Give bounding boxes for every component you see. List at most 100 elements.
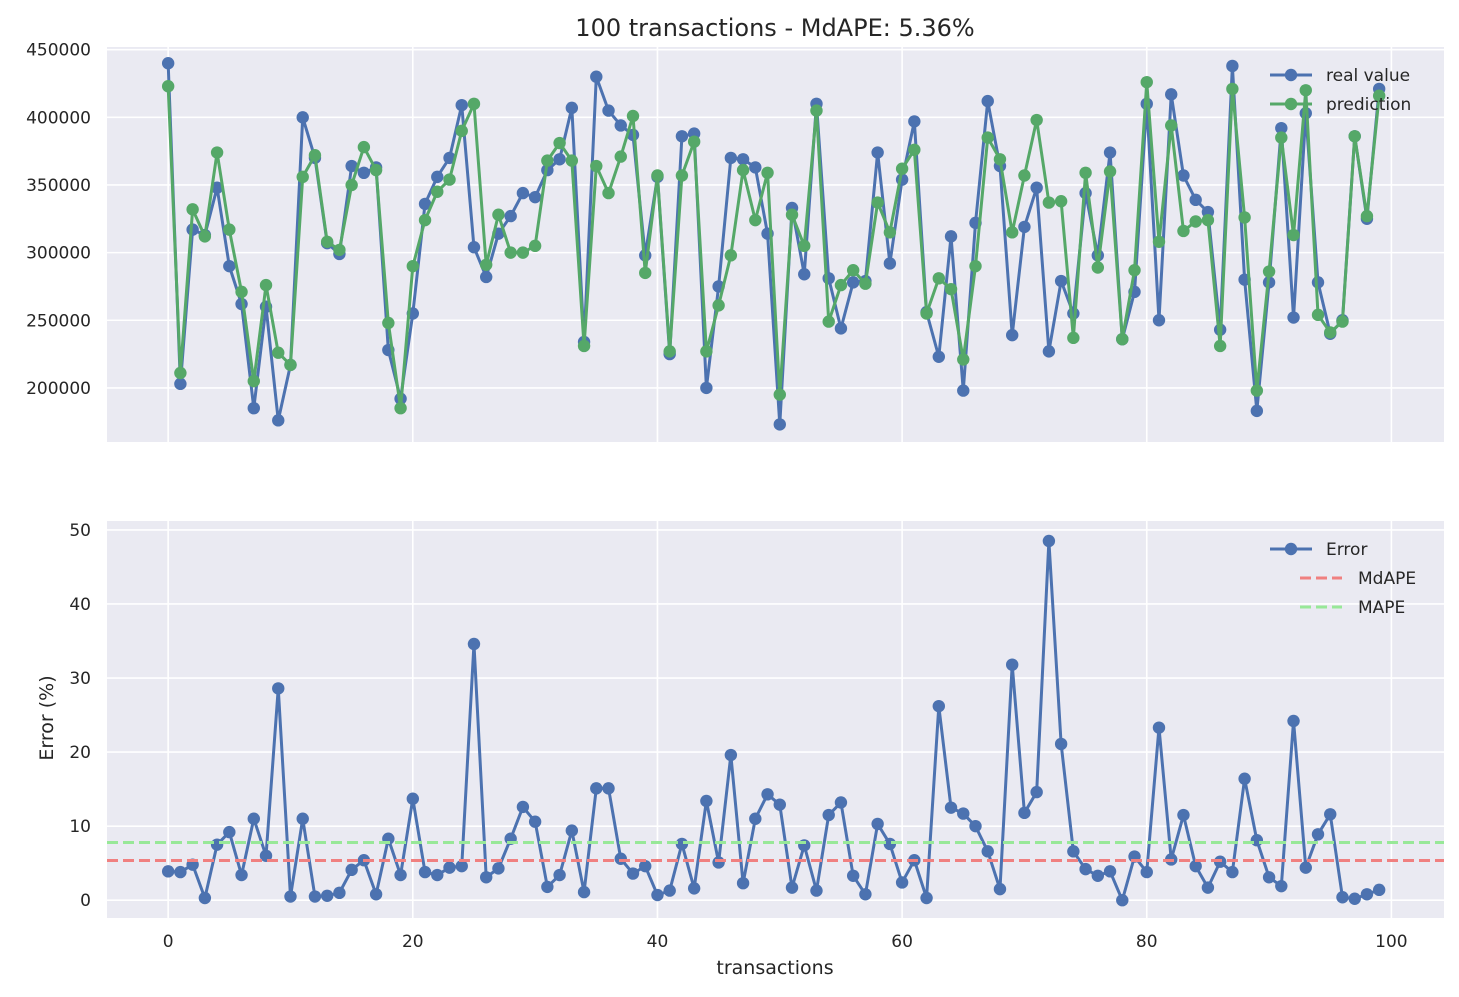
prediction-point bbox=[161, 80, 175, 93]
prediction-point bbox=[541, 154, 554, 167]
error-point bbox=[492, 862, 505, 875]
prediction-point bbox=[382, 316, 395, 330]
error-point bbox=[810, 884, 823, 897]
error-point bbox=[822, 808, 835, 822]
error-point bbox=[1275, 879, 1288, 893]
prediction-point bbox=[846, 264, 860, 277]
error-point bbox=[394, 868, 407, 882]
legend-label-mdape: MdAPE bbox=[1358, 569, 1416, 589]
real-value-point bbox=[443, 151, 456, 165]
top-y-tick-label: 200000 bbox=[26, 379, 91, 399]
prediction-point bbox=[590, 159, 603, 173]
prediction-point bbox=[565, 154, 579, 167]
prediction-point bbox=[663, 345, 676, 358]
prediction-point bbox=[308, 149, 322, 162]
prediction-point bbox=[443, 173, 456, 186]
error-point bbox=[773, 798, 786, 811]
real-value-point bbox=[834, 322, 848, 335]
error-point bbox=[602, 782, 615, 795]
error-point bbox=[174, 865, 187, 879]
top-y-tick-label: 250000 bbox=[26, 311, 91, 331]
error-point bbox=[651, 888, 664, 902]
error-point bbox=[1360, 888, 1374, 901]
real-value-point bbox=[1189, 193, 1202, 207]
prediction-point bbox=[871, 196, 884, 209]
prediction-point bbox=[1103, 165, 1117, 178]
prediction-point bbox=[467, 97, 481, 111]
error-point bbox=[1177, 808, 1190, 822]
real-value-point bbox=[357, 166, 371, 180]
prediction-point bbox=[369, 163, 383, 177]
prediction-point bbox=[859, 277, 872, 290]
real-value-point bbox=[944, 230, 958, 243]
prediction-point bbox=[1018, 169, 1031, 182]
error-point bbox=[1250, 834, 1264, 847]
real-value-point bbox=[1165, 88, 1178, 101]
prediction-point bbox=[418, 213, 432, 227]
error-point bbox=[1152, 721, 1166, 734]
error-point bbox=[834, 796, 848, 809]
error-point bbox=[333, 886, 346, 900]
error-point bbox=[1018, 806, 1031, 820]
error-point bbox=[308, 890, 322, 903]
chart-title: 100 transactions - MdAPE: 5.36% bbox=[575, 14, 974, 42]
error-point bbox=[895, 876, 909, 889]
real-value-point bbox=[1030, 181, 1043, 194]
prediction-point bbox=[1311, 308, 1325, 322]
error-point bbox=[320, 889, 334, 902]
prediction-point bbox=[908, 143, 921, 157]
error-point bbox=[883, 837, 897, 851]
legend-label-real-value: real value bbox=[1326, 66, 1410, 86]
prediction-point bbox=[1165, 119, 1178, 132]
error-point bbox=[431, 868, 444, 882]
error-point bbox=[1091, 869, 1105, 882]
prediction-point bbox=[981, 131, 994, 144]
error-point bbox=[210, 838, 224, 851]
prediction-point bbox=[957, 353, 970, 366]
real-value-point bbox=[957, 384, 970, 397]
prediction-point bbox=[1030, 113, 1043, 127]
prediction-point bbox=[235, 285, 248, 299]
error-point bbox=[480, 871, 493, 884]
real-value-point bbox=[736, 153, 750, 166]
error-point bbox=[944, 801, 958, 814]
prediction-point bbox=[1067, 331, 1080, 345]
legend-label-error: Error bbox=[1326, 540, 1367, 560]
prediction-point bbox=[895, 162, 909, 175]
error-point bbox=[700, 794, 713, 808]
y-axis-title-bottom: Error (%) bbox=[36, 675, 58, 760]
prediction-point bbox=[1372, 89, 1386, 102]
x-tick-label: 20 bbox=[402, 932, 424, 952]
real-value-point bbox=[174, 377, 187, 391]
x-tick-label: 80 bbox=[1136, 932, 1158, 952]
prediction-point bbox=[333, 243, 346, 257]
real-value-point bbox=[773, 418, 786, 431]
error-point bbox=[761, 788, 774, 801]
prediction-point bbox=[1275, 131, 1288, 144]
bottom-y-tick-label: 10 bbox=[69, 817, 91, 837]
bottom-y-tick-label: 0 bbox=[80, 891, 91, 911]
legend-marker-error bbox=[1284, 542, 1298, 556]
error-point bbox=[859, 888, 872, 901]
legend-label-mape: MAPE bbox=[1358, 598, 1405, 618]
error-point bbox=[443, 861, 456, 874]
top-y-tick-label: 400000 bbox=[26, 108, 91, 128]
error-point bbox=[663, 884, 676, 897]
prediction-point bbox=[1348, 130, 1361, 143]
error-line bbox=[168, 539, 1380, 902]
prediction-point bbox=[528, 239, 542, 253]
error-point bbox=[345, 863, 358, 877]
error-point bbox=[1324, 808, 1337, 821]
error-point bbox=[418, 865, 432, 879]
error-point bbox=[223, 825, 236, 839]
error-point bbox=[981, 845, 994, 858]
error-point bbox=[1238, 772, 1251, 785]
error-point bbox=[969, 819, 982, 833]
real-value-point bbox=[504, 209, 517, 223]
real-value-point bbox=[883, 257, 897, 270]
error-point bbox=[553, 868, 566, 882]
prediction-point bbox=[602, 186, 615, 200]
error-point bbox=[247, 812, 260, 825]
bottom-panel: 0 20 40 60 80 100 0 10 20 30 40 50 Error MdAPE MAPE bbox=[69, 521, 1444, 952]
error-point bbox=[1226, 865, 1239, 879]
